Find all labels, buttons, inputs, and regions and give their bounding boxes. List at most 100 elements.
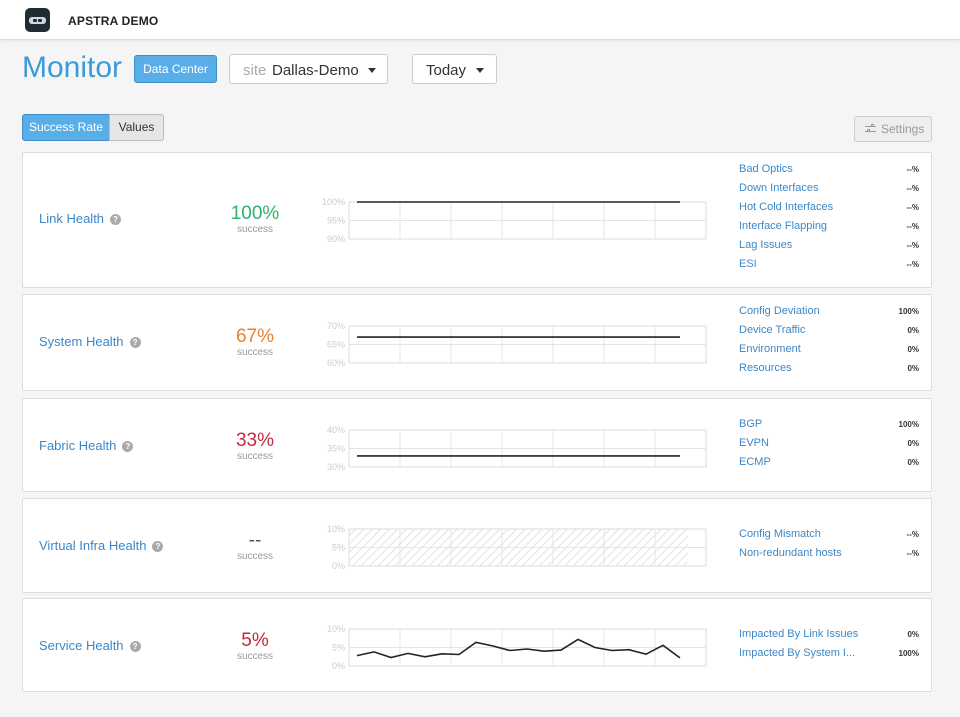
metric-evpn[interactable]: EVPN 0% bbox=[739, 435, 919, 454]
trend-chart: 10% 5% 0% bbox=[327, 524, 707, 571]
time-range-dropdown[interactable]: Today bbox=[412, 54, 497, 84]
metric-label: ESI bbox=[739, 258, 757, 270]
success-percent: -- bbox=[248, 530, 262, 551]
metric-device-traffic[interactable]: Device Traffic 0% bbox=[739, 322, 919, 341]
success-percent: 100% bbox=[230, 203, 280, 224]
values-toggle[interactable]: Values bbox=[109, 114, 164, 141]
y-tick-label: 100% bbox=[322, 197, 345, 207]
metric-interface-flapping[interactable]: Interface Flapping --% bbox=[739, 218, 919, 237]
health-card-system: System Health? 67% success 70% 65% 60% Con… bbox=[22, 294, 932, 391]
card-title-text: Service Health bbox=[39, 638, 124, 653]
series-line bbox=[356, 638, 681, 659]
metric-config-deviation[interactable]: Config Deviation 100% bbox=[739, 303, 919, 322]
card-title[interactable]: System Health? bbox=[39, 334, 141, 349]
metric-label: Bad Optics bbox=[739, 163, 793, 175]
top-bar: APSTRA DEMO bbox=[0, 0, 960, 40]
y-tick-label: 95% bbox=[327, 216, 345, 226]
metric-impacted-by-system-issues[interactable]: Impacted By System I... 100% bbox=[739, 645, 919, 664]
metric-config-mismatch[interactable]: Config Mismatch --% bbox=[739, 526, 919, 545]
metric-environment[interactable]: Environment 0% bbox=[739, 341, 919, 360]
metric-label: Device Traffic bbox=[739, 324, 806, 336]
data-center-button[interactable]: Data Center bbox=[134, 55, 217, 83]
trend-chart: 100% 95% 90% bbox=[322, 197, 707, 244]
y-tick-label: 40% bbox=[327, 425, 345, 435]
metric-label: Hot Cold Interfaces bbox=[739, 201, 834, 213]
metric-value: 0% bbox=[907, 345, 919, 354]
y-tick-label: 5% bbox=[332, 643, 345, 653]
settings-button[interactable]: Settings bbox=[854, 116, 932, 142]
metric-hot-cold-interfaces[interactable]: Hot Cold Interfaces --% bbox=[739, 199, 919, 218]
metric-label: Lag Issues bbox=[739, 239, 793, 251]
help-icon[interactable]: ? bbox=[152, 541, 164, 552]
y-tick-label: 0% bbox=[332, 661, 345, 671]
metric-label: BGP bbox=[739, 418, 763, 430]
page-title: Monitor bbox=[22, 51, 123, 84]
chevron-down-icon bbox=[476, 68, 484, 73]
health-card-virtual-infra: Virtual Infra Health? -- success 10% 5% 0%… bbox=[22, 498, 932, 593]
health-card-link: Link Health? 100% success 100% 95% 90% Bad… bbox=[22, 152, 932, 288]
metric-label: Non-redundant hosts bbox=[739, 547, 842, 559]
metric-lag-issues[interactable]: Lag Issues --% bbox=[739, 237, 919, 256]
metric-label: Impacted By Link Issues bbox=[739, 628, 859, 640]
metric-label: Impacted By System I... bbox=[739, 647, 856, 659]
success-score: 5% success bbox=[213, 631, 297, 663]
y-tick-label: 10% bbox=[327, 624, 345, 634]
metric-value: --% bbox=[906, 165, 919, 174]
help-icon[interactable]: ? bbox=[129, 641, 141, 652]
success-label: success bbox=[236, 451, 274, 462]
card-title[interactable]: Fabric Health? bbox=[39, 438, 134, 453]
success-score: 33% success bbox=[213, 430, 297, 463]
metric-esi[interactable]: ESI --% bbox=[739, 256, 919, 275]
y-tick-label: 5% bbox=[332, 543, 345, 553]
metric-ecmp[interactable]: ECMP 0% bbox=[739, 454, 919, 473]
success-rate-toggle[interactable]: Success Rate bbox=[22, 114, 110, 141]
help-icon[interactable]: ? bbox=[110, 214, 122, 225]
metric-label: Interface Flapping bbox=[739, 220, 828, 232]
y-tick-label: 65% bbox=[327, 340, 345, 350]
metric-value: 0% bbox=[907, 364, 919, 373]
metric-non-redundant-hosts[interactable]: Non-redundant hosts --% bbox=[739, 545, 919, 564]
help-icon[interactable]: ? bbox=[122, 441, 134, 452]
y-tick-label: 60% bbox=[327, 358, 345, 368]
metric-value: 0% bbox=[907, 458, 919, 467]
metrics-list: Config Deviation 100% Device Traffic 0% En… bbox=[739, 303, 919, 379]
site-dropdown[interactable]: site Dallas-Demo bbox=[229, 54, 388, 84]
card-title[interactable]: Virtual Infra Health? bbox=[39, 538, 164, 553]
success-score: 100% success bbox=[213, 203, 297, 236]
metric-resources[interactable]: Resources 0% bbox=[739, 360, 919, 379]
card-title-text: System Health bbox=[39, 334, 124, 349]
site-value: Dallas-Demo bbox=[272, 62, 359, 79]
trend-chart: 70% 65% 60% bbox=[327, 321, 707, 368]
metric-impacted-by-link-issues[interactable]: Impacted By Link Issues 0% bbox=[739, 626, 919, 645]
success-label: success bbox=[236, 224, 274, 235]
metric-value: --% bbox=[906, 241, 919, 250]
apstra-logo-icon[interactable] bbox=[25, 8, 50, 32]
card-title-text: Fabric Health bbox=[39, 438, 117, 453]
card-title-text: Link Health bbox=[39, 211, 105, 226]
metric-value: --% bbox=[906, 184, 919, 193]
success-percent: 33% bbox=[235, 430, 275, 451]
card-title[interactable]: Service Health? bbox=[39, 638, 141, 653]
metric-value: 0% bbox=[907, 630, 919, 639]
metric-value: 100% bbox=[898, 420, 919, 429]
metric-value: 0% bbox=[907, 326, 919, 335]
metric-down-interfaces[interactable]: Down Interfaces --% bbox=[739, 180, 919, 199]
metric-value: 100% bbox=[898, 649, 919, 658]
metric-value: 100% bbox=[898, 307, 919, 316]
y-tick-label: 35% bbox=[327, 444, 345, 454]
metric-value: --% bbox=[906, 530, 919, 539]
help-icon[interactable]: ? bbox=[129, 337, 141, 348]
metrics-list: Config Mismatch --% Non-redundant hosts --… bbox=[739, 526, 919, 564]
metric-bad-optics[interactable]: Bad Optics --% bbox=[739, 161, 919, 180]
success-label: success bbox=[236, 551, 274, 562]
metric-bgp[interactable]: BGP 100% bbox=[739, 416, 919, 435]
metric-label: Resources bbox=[739, 362, 792, 374]
y-tick-label: 0% bbox=[332, 561, 345, 571]
metrics-list: Bad Optics --% Down Interfaces --% Hot Col… bbox=[739, 161, 919, 275]
metric-label: Environment bbox=[739, 343, 801, 355]
metric-label: Config Deviation bbox=[739, 305, 820, 317]
metric-value: --% bbox=[906, 203, 919, 212]
card-title[interactable]: Link Health? bbox=[39, 211, 122, 226]
success-score: 67% success bbox=[213, 326, 297, 359]
success-percent: 67% bbox=[235, 326, 275, 347]
